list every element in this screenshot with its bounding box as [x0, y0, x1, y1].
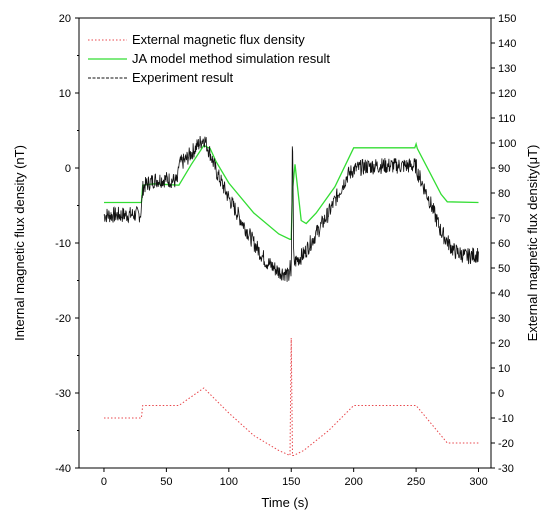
left-y-tick-label: -10 [55, 238, 71, 250]
x-tick-label: 200 [344, 476, 362, 488]
experiment-line [103, 135, 479, 282]
right-y-axis-ticks: -30 -20 -10 0 10 20 30 40 50 60 70 80 90 100 110 120 130… [491, 13, 516, 475]
right-y-tick-label: 30 [498, 313, 510, 325]
right-y-tick-label: 140 [498, 38, 516, 50]
x-tick-label: 0 [101, 476, 107, 488]
left-y-axis-title: Internal magnetic flux density (nT) [12, 145, 27, 341]
left-y-tick-label: 20 [59, 13, 71, 25]
right-y-tick-label: 40 [498, 288, 510, 300]
left-y-axis-ticks: -40 -30 -20 -10 0 10 20 [55, 13, 79, 475]
left-y-tick-label: -40 [55, 463, 71, 475]
series-layer [103, 135, 479, 457]
x-tick-label: 100 [220, 476, 238, 488]
left-y-tick-label: 10 [59, 88, 71, 100]
right-y-tick-label: 70 [498, 213, 510, 225]
left-y-tick-label: -20 [55, 313, 71, 325]
right-y-tick-label: 50 [498, 263, 510, 275]
right-y-tick-label: 120 [498, 88, 516, 100]
x-tick-label: 300 [469, 476, 487, 488]
plot-frame [78, 17, 492, 469]
right-y-tick-label: -10 [498, 413, 514, 425]
right-y-tick-label: 80 [498, 188, 510, 200]
right-y-tick-label: -20 [498, 438, 514, 450]
ja-model-line [104, 141, 479, 240]
external-flux-line [104, 337, 479, 457]
legend-label-ja-model: JA model method simulation result [132, 51, 330, 66]
legend-label-experiment: Experiment result [132, 70, 234, 85]
right-y-tick-label: 20 [498, 338, 510, 350]
left-y-tick-label: -30 [55, 388, 71, 400]
right-y-tick-label: 110 [498, 113, 516, 125]
legend: External magnetic flux density JA model … [88, 32, 330, 85]
right-y-tick-label: 100 [498, 138, 516, 150]
left-y-tick-label: 0 [65, 163, 71, 175]
right-y-tick-label: 0 [498, 388, 504, 400]
right-y-tick-label: 90 [498, 163, 510, 175]
legend-label-external: External magnetic flux density [132, 32, 305, 47]
right-y-tick-label: 10 [498, 363, 510, 375]
x-tick-label: 150 [282, 476, 300, 488]
right-y-axis-title: External magnetic flux density(μT) [525, 145, 540, 342]
x-tick-label: 50 [160, 476, 172, 488]
right-y-tick-label: -30 [498, 463, 514, 475]
x-tick-label: 250 [407, 476, 425, 488]
right-y-tick-label: 60 [498, 238, 510, 250]
x-axis-ticks: 0 50 100 150 200 250 300 [101, 468, 488, 488]
right-y-tick-label: 130 [498, 63, 516, 75]
x-axis-title: Time (s) [261, 495, 308, 510]
right-y-tick-label: 150 [498, 13, 516, 25]
